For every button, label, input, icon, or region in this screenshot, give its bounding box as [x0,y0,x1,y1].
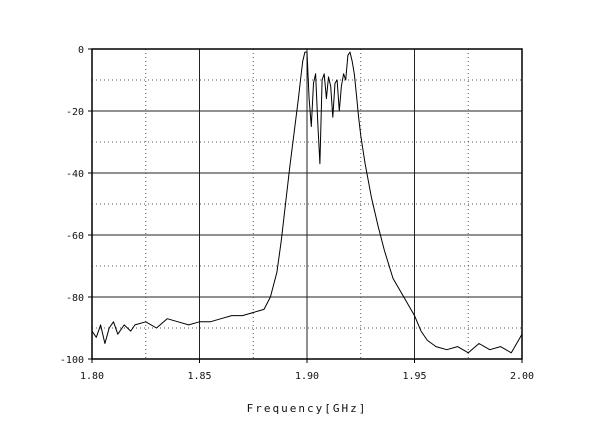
x-tick-label: 1.85 [187,371,211,382]
series-layer [91,51,523,354]
x-tick-label: 1.80 [80,371,104,382]
x-tick-label: 1.90 [295,371,319,382]
x-tick-label: 2.00 [510,371,534,382]
y-tick-label: 0 [78,45,84,56]
y-tick-label: -100 [60,355,84,366]
grid [92,49,522,359]
y-axis: 0 -20 -40 -60 -80 -100 [60,45,92,366]
series-line [91,51,523,354]
x-axis: 1.80 1.85 1.90 1.95 2.00 [80,359,534,382]
x-tick-label: 1.95 [402,371,426,382]
x-axis-title: Frequency[GHz] [247,402,368,415]
y-tick-label: -20 [66,107,84,118]
y-tick-label: -60 [66,231,84,242]
y-tick-label: -80 [66,293,84,304]
y-tick-label: -40 [66,169,84,180]
